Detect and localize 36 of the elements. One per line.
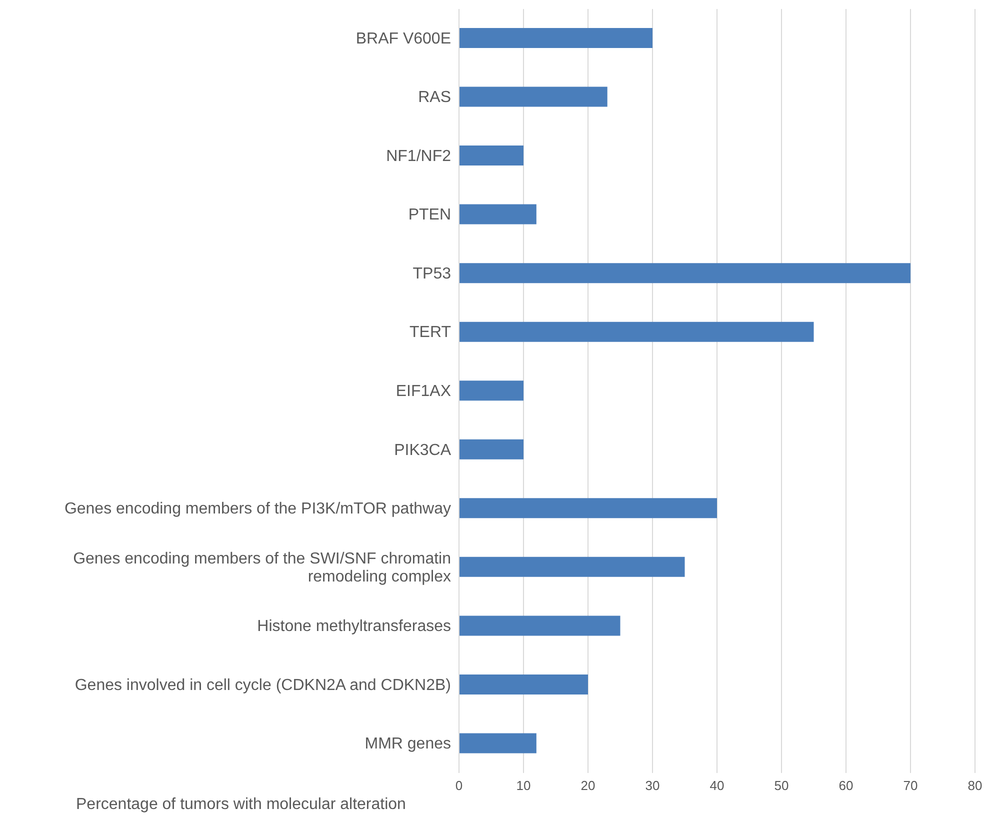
y-tick-label: PTEN: [408, 206, 451, 224]
bar: [459, 674, 588, 694]
bar: [459, 439, 524, 460]
bar: [459, 146, 524, 166]
bar: [459, 263, 910, 284]
y-tick-label: BRAF V600E: [356, 30, 451, 47]
x-tick-label: 70: [903, 778, 918, 794]
x-tick-label: 60: [838, 778, 854, 794]
y-tick-label: EIF1AX: [396, 382, 452, 400]
x-tick-label: 0: [455, 778, 463, 794]
x-tick-label: 10: [516, 778, 531, 794]
y-tick-label: TP53: [412, 264, 452, 282]
bar: [459, 86, 608, 107]
x-axis-title: Percentage of tumors with molecular alteration: [76, 796, 406, 814]
bar: [459, 616, 620, 636]
x-tick-label: 20: [580, 778, 596, 794]
y-tick-label: TERT: [410, 324, 452, 341]
bar: [459, 28, 652, 48]
y-tick-label: PIK3CA: [394, 441, 452, 458]
bar: [459, 556, 685, 577]
y-tick-label: Genes encoding members of the SWI/SNF chromatin remodeling complex: [73, 550, 451, 585]
y-tick-label: NF1/NF2: [386, 147, 452, 164]
y-tick-label: Genes involved in cell cycle (CDKN2A and CDKN2B): [74, 676, 451, 694]
x-tick-label: 80: [968, 778, 982, 794]
bar: [459, 204, 536, 224]
bar: [459, 733, 536, 754]
x-tick-label: 40: [710, 778, 724, 794]
bar: [459, 322, 814, 342]
x-tick-label: 30: [645, 778, 660, 794]
y-tick-label: MMR genes: [364, 735, 451, 752]
y-tick-label: RAS: [418, 88, 451, 106]
y-tick-label: Histone methyltransferases: [257, 618, 451, 635]
bar: [459, 380, 524, 401]
x-tick-label: 50: [774, 778, 789, 794]
y-tick-label: Genes encoding members of the PI3K/mTOR pathway: [64, 500, 451, 518]
bar: [459, 498, 717, 518]
